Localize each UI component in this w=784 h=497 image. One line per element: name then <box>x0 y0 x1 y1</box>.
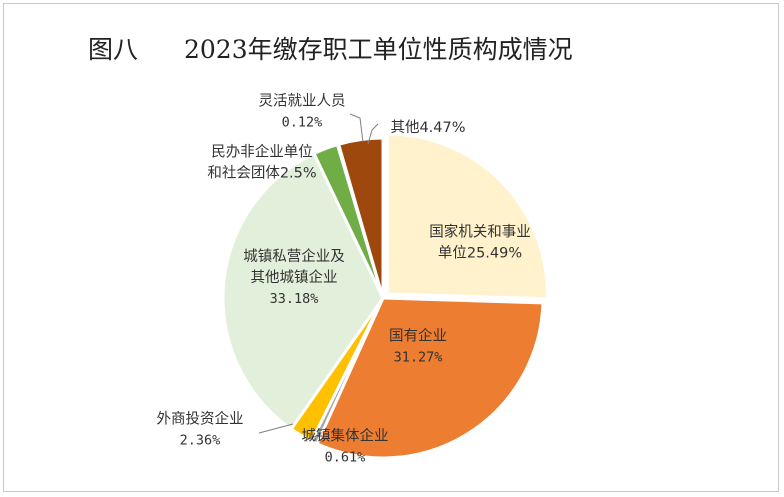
slice-label: 2.36% <box>180 433 221 449</box>
leader-line <box>303 433 322 442</box>
figure-title: 图八 2023年缴存职工单位性质构成情况 <box>88 30 573 66</box>
pie-slice <box>221 151 385 432</box>
slice-label: 灵活就业人员 <box>259 93 346 110</box>
chart-title: 2023年缴存职工单位性质构成情况 <box>184 35 573 64</box>
slice-label: 0.61% <box>325 450 366 466</box>
slice-label: 和社会团体2.5% <box>207 165 316 182</box>
leader-line <box>367 123 379 145</box>
slice-label: 外商投资企业 <box>157 410 244 428</box>
slice-label: 单位25.49% <box>438 245 522 262</box>
leader-line <box>258 423 294 434</box>
slice-label: 其他4.47% <box>390 119 465 136</box>
slice-label: 城镇私营企业及 <box>243 247 345 265</box>
pie-slice <box>385 132 549 301</box>
leader-line <box>349 113 364 143</box>
slice-label: 其他城镇企业 <box>251 268 338 286</box>
slice-label: 民办非企业单位 <box>211 143 313 161</box>
slice-label: 国有企业 <box>389 327 447 345</box>
slice-label: 国家机关和事业 <box>429 224 531 241</box>
slice-label: 城镇集体企业 <box>302 427 389 445</box>
figure-number: 图八 <box>88 35 139 64</box>
slice-label: 33.18% <box>270 291 319 307</box>
pie-slice <box>315 296 545 460</box>
slice-label: 31.27% <box>394 350 443 366</box>
slice-label: 0.12% <box>282 115 323 131</box>
pie-slice <box>336 136 385 299</box>
